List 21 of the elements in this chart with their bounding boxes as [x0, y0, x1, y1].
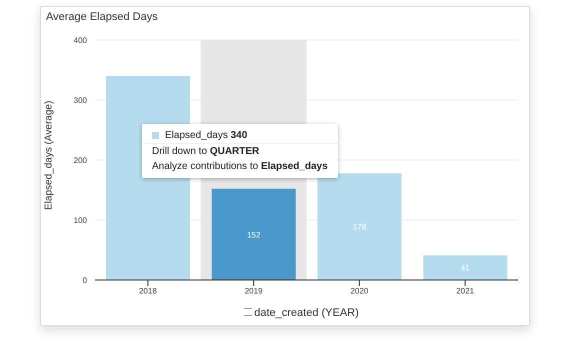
y-axis-title: Elapsed_days (Average) [44, 100, 55, 210]
bar [423, 255, 508, 280]
x-tick-label: 2019 [244, 286, 264, 296]
x-tick-label: 2018 [138, 286, 158, 296]
annotation: Drill down to QUARTER [152, 146, 260, 157]
data-label: 41 [460, 264, 470, 273]
y-tick-label: 400 [74, 36, 88, 45]
x-axis-title: date_created (YEAR) [254, 307, 359, 319]
data-label: 152 [247, 230, 261, 240]
y-tick-label: 200 [74, 156, 88, 165]
y-tick-label: 300 [74, 96, 88, 105]
annotation: Elapsed_days 340 [165, 130, 248, 141]
bar [318, 173, 402, 280]
x-tick-label: 2021 [456, 286, 475, 296]
y-tick-label: 0 [82, 276, 88, 285]
tooltip-popup: Elapsed_days 340 Drill down to QUARTER Analyze contributions to Elapsed_days [142, 124, 338, 178]
y-tick-label: 100 [74, 216, 88, 225]
x-tick-label: 2020 [350, 286, 369, 296]
data-label: 178 [352, 222, 367, 232]
annotation: Analyze contributions to Elapsed_days [152, 161, 328, 172]
chart-title: Average Elapsed Days [46, 11, 158, 23]
